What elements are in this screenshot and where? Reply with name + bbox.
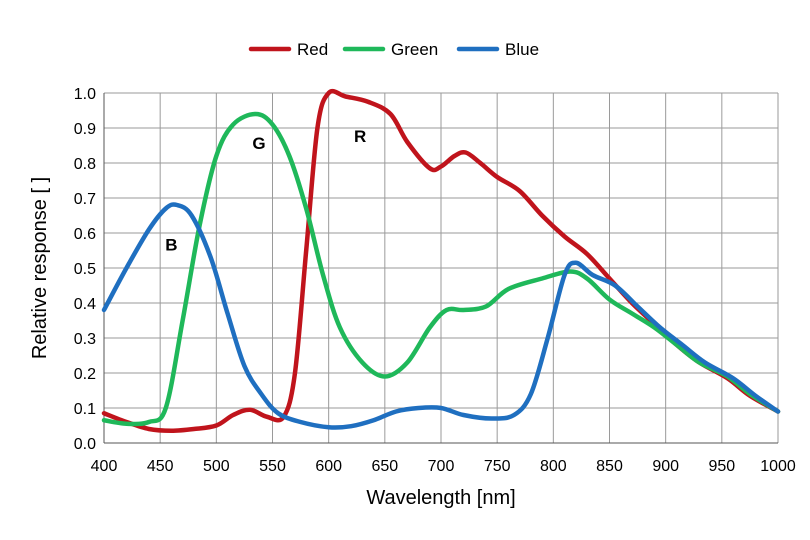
x-tick-label: 750: [484, 458, 511, 475]
x-tick-label: 600: [315, 458, 342, 475]
x-tick-label: 500: [203, 458, 230, 475]
legend-item-blue: Blue: [456, 40, 539, 59]
grid: [103, 92, 779, 444]
y-tick-label: 0.4: [74, 296, 96, 313]
series-line-blue: [101, 202, 781, 430]
x-tick-label: 950: [708, 458, 735, 475]
series-lines: [101, 88, 781, 433]
x-tick-label: 900: [652, 458, 679, 475]
curve-annotations: R G B: [165, 127, 366, 255]
y-tick-label: 0.9: [74, 121, 96, 138]
legend-label-red: Red: [297, 40, 328, 59]
x-tick-label: 850: [596, 458, 623, 475]
x-tick-label: 1000: [760, 458, 796, 475]
y-tick-label: 0.2: [74, 366, 96, 383]
x-tick-label: 550: [259, 458, 286, 475]
legend-label-green: Green: [391, 40, 438, 59]
x-tick-label: 450: [147, 458, 174, 475]
y-tick-label: 1.0: [74, 86, 96, 103]
y-tick-label: 0.1: [74, 401, 96, 418]
y-tick-label: 0.5: [74, 261, 96, 278]
x-tick-label: 700: [428, 458, 455, 475]
tick-labels: 400 450 500 550 600 650 700 750 800 850 900 950 1000…: [74, 86, 796, 475]
curve-label-b: B: [165, 236, 177, 255]
y-tick-label: 0.3: [74, 331, 96, 348]
legend-item-red: Red: [248, 40, 328, 59]
y-tick-label: 0.8: [74, 156, 96, 173]
y-tick-label: 0.7: [74, 191, 96, 208]
y-tick-label: 0.0: [74, 436, 96, 453]
y-axis-title: Relative response [ ]: [29, 177, 51, 359]
curve-label-r: R: [354, 127, 366, 146]
x-tick-label: 400: [91, 458, 118, 475]
legend: Red Green Blue: [248, 40, 539, 59]
x-tick-label: 800: [540, 458, 567, 475]
x-axis-title: Wavelength [nm]: [366, 487, 515, 509]
y-tick-label: 0.6: [74, 226, 96, 243]
legend-item-green: Green: [342, 40, 438, 59]
x-tick-label: 650: [371, 458, 398, 475]
legend-label-blue: Blue: [505, 40, 539, 59]
curve-label-g: G: [252, 134, 265, 153]
